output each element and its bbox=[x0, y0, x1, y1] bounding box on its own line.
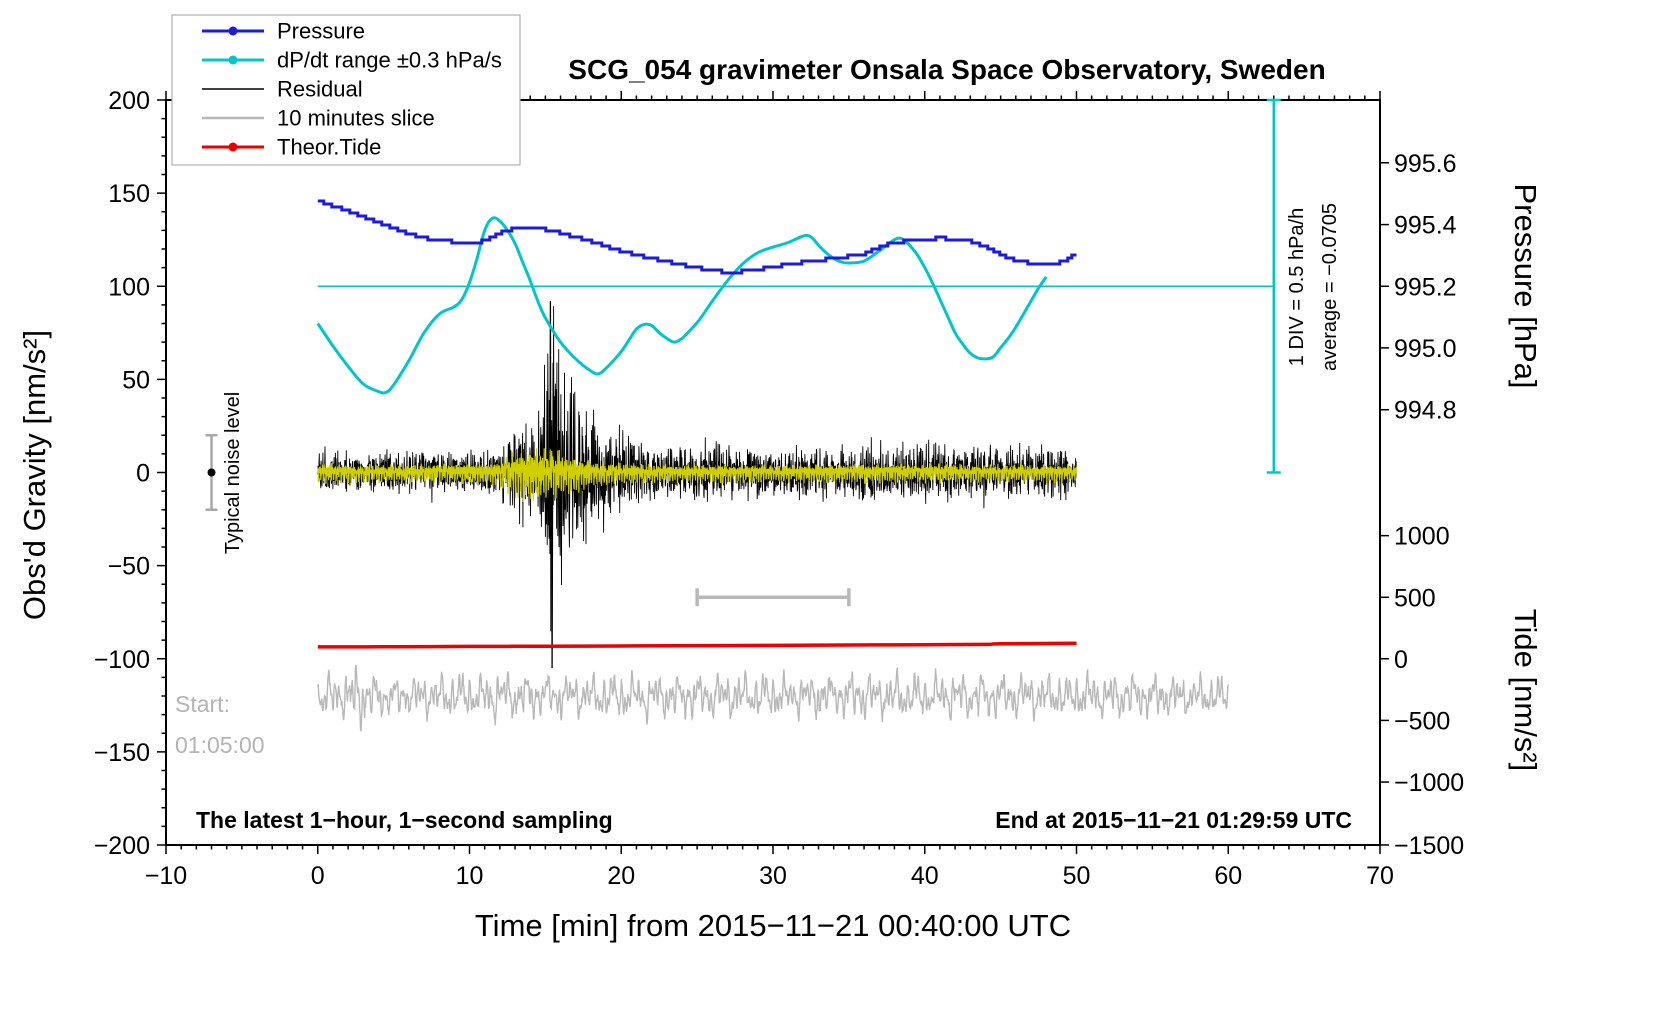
residual-spike-1 bbox=[550, 425, 554, 669]
y-tick-label: 150 bbox=[108, 180, 150, 208]
y-tick-label: −150 bbox=[94, 739, 150, 767]
div-scale-label: 1 DIV = 0.5 hPa/h bbox=[1286, 208, 1308, 366]
legend: Pressure dP/dt range ±0.3 hPa/s Residual 10… bbox=[171, 14, 521, 166]
dpdt-series bbox=[316, 216, 1048, 395]
y-tick-label: 100 bbox=[108, 273, 150, 301]
tide-tick-label: 500 bbox=[1394, 584, 1436, 612]
tide-axis-title: Tide [nm/s²] bbox=[1508, 609, 1543, 772]
tide-tick-label: −500 bbox=[1394, 707, 1450, 735]
x-tick-label: 10 bbox=[456, 862, 484, 890]
legend-item-label-3: 10 minutes slice bbox=[277, 106, 435, 131]
x-tick-label: 60 bbox=[1214, 862, 1242, 890]
slice-start-time: 01:05:00 bbox=[175, 732, 265, 758]
legend-item-label-0: Pressure bbox=[277, 19, 365, 44]
x-tick-label: 70 bbox=[1366, 862, 1394, 890]
tide-tick-label: 1000 bbox=[1394, 523, 1450, 551]
y-tick-label: −200 bbox=[94, 832, 150, 860]
tide-series bbox=[317, 641, 1077, 649]
y-tick-label: −100 bbox=[94, 646, 150, 674]
x-tick-label: 50 bbox=[1063, 862, 1091, 890]
tide-tick-label: −1500 bbox=[1394, 832, 1464, 860]
x-tick-label: 20 bbox=[607, 862, 635, 890]
pressure-tick-label: 994.8 bbox=[1394, 397, 1457, 425]
pressure-tick-label: 995.4 bbox=[1394, 212, 1457, 240]
legend-dot-0 bbox=[228, 26, 238, 36]
tide-tick-label: −1000 bbox=[1394, 769, 1464, 797]
series-layer bbox=[316, 199, 1274, 732]
y-axis-title: Obs'd Gravity [nm/s²] bbox=[17, 330, 52, 620]
slice-series bbox=[317, 664, 1229, 732]
pressure-series bbox=[317, 199, 1077, 275]
chart-title: SCG_054 gravimeter Onsala Space Observat… bbox=[568, 54, 1325, 85]
x-tick-label: 30 bbox=[759, 862, 787, 890]
tide-tick-label: 0 bbox=[1394, 646, 1408, 674]
x-tick-label: 0 bbox=[311, 862, 325, 890]
y-tick-label: 0 bbox=[136, 460, 150, 488]
axes-layer: −10 0 10 20 30 40 50 60 70200150100500−50−100−15… bbox=[94, 87, 1465, 890]
legend-item-label-4: Theor.Tide bbox=[277, 135, 381, 160]
legend-dot-4 bbox=[228, 142, 238, 152]
noise-level-label: Typical noise level bbox=[222, 392, 244, 554]
average-label: average = −0.0705 bbox=[1319, 203, 1341, 371]
x-axis-title: Time [min] from 2015−11−21 00:40:00 UTC bbox=[475, 908, 1071, 943]
footer-sampling-note: The latest 1−hour, 1−second sampling bbox=[196, 807, 613, 833]
pressure-tick-label: 995.2 bbox=[1394, 273, 1457, 301]
footer-end-time: End at 2015−11−21 01:29:59 UTC bbox=[995, 807, 1352, 833]
annotations-layer bbox=[205, 98, 1281, 607]
legend-box bbox=[171, 14, 521, 166]
residual-spike-0 bbox=[549, 301, 552, 510]
pressure-axis-title: Pressure [hPa] bbox=[1508, 183, 1543, 388]
slice-start-label: Start: bbox=[175, 691, 230, 717]
yellow-overlay-series bbox=[317, 448, 1078, 503]
y-tick-label: 50 bbox=[122, 366, 150, 394]
x-tick-label: −10 bbox=[145, 862, 187, 890]
legend-dot-1 bbox=[228, 55, 238, 65]
x-tick-label: 40 bbox=[911, 862, 939, 890]
y-tick-label: −50 bbox=[108, 553, 150, 581]
noise-level-dot bbox=[207, 468, 216, 477]
pressure-tick-label: 995.0 bbox=[1394, 335, 1457, 363]
y-tick-label: 200 bbox=[108, 87, 150, 115]
pressure-tick-label: 995.6 bbox=[1394, 150, 1457, 178]
legend-item-label-1: dP/dt range ±0.3 hPa/s bbox=[277, 48, 502, 73]
legend-item-label-2: Residual bbox=[277, 77, 363, 102]
